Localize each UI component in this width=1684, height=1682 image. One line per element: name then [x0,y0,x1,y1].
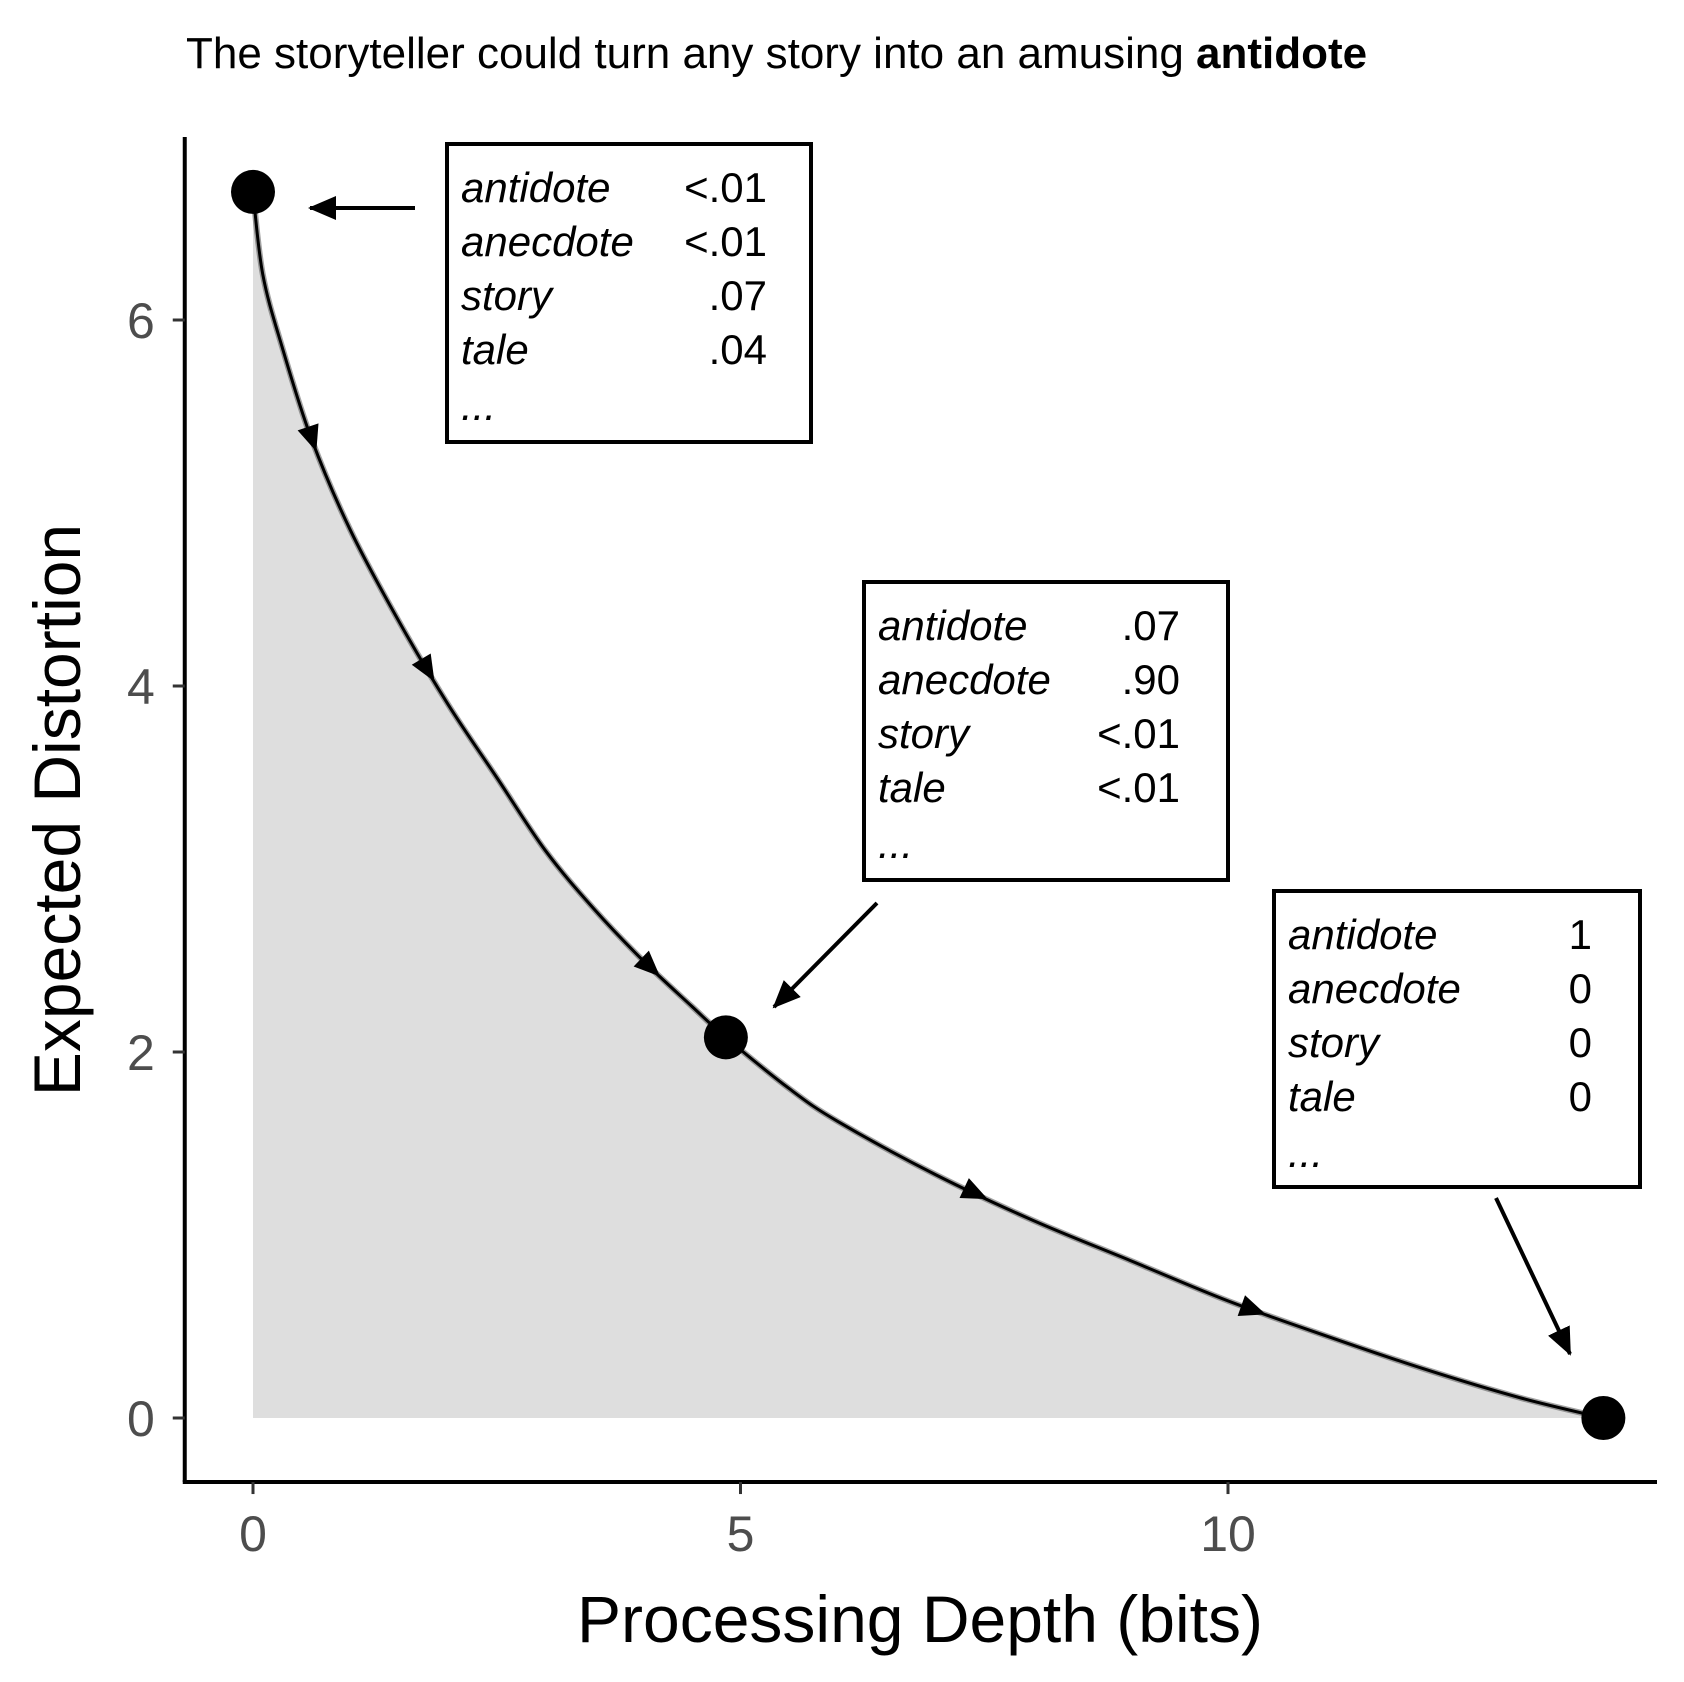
annotation-1-value-antidote: <.01 [684,164,767,211]
curve-line [251,191,1604,1420]
annotation-frame-1 [445,142,813,444]
chart-title: The storyteller could turn any story int… [186,29,1367,78]
annotation-2-ellipsis: ... [878,820,913,867]
chart-title-bold: antidote [1196,29,1367,78]
annotation-1-value-story: .07 [709,272,767,319]
annotation-1-word-story: story [461,272,555,319]
y-tick-label-4: 4 [127,659,155,715]
data-point-1 [231,169,275,214]
data-point-3 [1581,1396,1626,1440]
annotation-3-ellipsis: ... [1288,1129,1323,1176]
annotation-2-value-tale: <.01 [1097,764,1180,811]
x-tick-label-5: 5 [727,1506,755,1562]
annotation-2-word-anecdote: anecdote [878,656,1051,703]
annotation-1-word-antidote: antidote [461,164,610,211]
y-axis-title: Expected Distortion [20,524,94,1096]
chart-title-prefix: The storyteller could turn any story int… [186,29,1196,78]
annotation-frame-2 [862,580,1230,882]
x-tick-label-10: 10 [1200,1506,1256,1562]
annotation-2-value-anecdote: .90 [1122,656,1180,703]
annotation-2-word-tale: tale [878,764,946,811]
annotation-pointer-arrow-2 [772,901,879,1009]
y-tick-label-2: 2 [127,1025,155,1081]
curve-direction-arrow-2 [411,653,435,682]
annotation-box-1: antidote <.01 anecdote <.01 story .07 tale .04.… [308,142,813,444]
annotation-2-value-story: <.01 [1097,710,1180,757]
curve-direction-arrow-4 [959,1178,988,1200]
annotation-3-value-tale: 0 [1569,1073,1592,1120]
annotation-2-word-story: story [878,710,972,757]
annotation-3-word-tale: tale [1288,1073,1356,1120]
annotation-pointer-arrow-3 [1494,1197,1572,1356]
annotation-2-value-antidote: .07 [1122,602,1180,649]
curve-direction-arrow-1 [297,423,319,452]
y-tick-label-0: 0 [127,1391,155,1447]
curve-direction-arrow-5 [1237,1295,1266,1316]
x-axis-title: Processing Depth (bits) [577,1582,1263,1656]
annotation-frame-3 [1272,889,1642,1189]
annotation-1-word-anecdote: anecdote [461,218,634,265]
annotation-3-value-antidote: 1 [1569,911,1592,958]
annotation-box-2: antidote .07 anecdote .90 story <.01 tale <.01.… [772,580,1230,1009]
annotation-1-value-anecdote: <.01 [684,218,767,265]
annotation-3-word-story: story [1288,1019,1382,1066]
annotation-3-value-anecdote: 0 [1569,965,1592,1012]
curve-area-fill [253,191,1604,1418]
annotation-2-word-antidote: antidote [878,602,1027,649]
annotation-1-word-tale: tale [461,326,529,373]
curve-direction-arrow-3 [633,950,661,977]
y-tick-label-6: 6 [127,293,155,349]
annotation-3-value-story: 0 [1569,1019,1592,1066]
x-tick-label-0: 0 [239,1506,267,1562]
annotation-3-word-anecdote: anecdote [1288,965,1461,1012]
data-point-2 [703,1015,748,1060]
annotation-1-ellipsis: ... [461,382,496,429]
annotation-box-3: antidote 1 anecdote 0 story 0 tale 0... [1272,889,1642,1356]
annotation-3-word-antidote: antidote [1288,911,1437,958]
annotation-1-value-tale: .04 [709,326,767,373]
